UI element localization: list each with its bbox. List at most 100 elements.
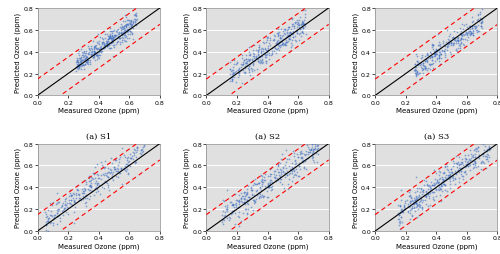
Point xyxy=(100,45,108,49)
Point xyxy=(242,208,250,212)
Point xyxy=(418,189,426,193)
Point xyxy=(288,168,296,172)
Point xyxy=(298,27,306,31)
Point xyxy=(418,188,426,192)
Point xyxy=(477,24,485,28)
Point xyxy=(416,194,424,198)
Point xyxy=(255,181,263,185)
Point xyxy=(272,179,280,183)
Point xyxy=(254,51,262,55)
Point xyxy=(121,14,129,18)
Point xyxy=(274,32,281,36)
Point xyxy=(240,196,248,200)
Point xyxy=(313,147,321,151)
Point xyxy=(266,37,274,41)
Point xyxy=(288,33,296,37)
Point xyxy=(128,23,136,27)
Point xyxy=(289,33,297,37)
Point xyxy=(282,166,290,170)
Point xyxy=(426,185,434,189)
Point xyxy=(248,193,256,197)
Point xyxy=(302,22,310,26)
Point xyxy=(98,48,106,52)
Point xyxy=(290,25,298,29)
Point xyxy=(87,44,95,49)
Point xyxy=(290,169,298,173)
Point xyxy=(121,24,129,28)
Point xyxy=(123,167,131,171)
Point xyxy=(263,37,271,41)
Point xyxy=(282,36,290,40)
Point xyxy=(73,188,81,192)
Point xyxy=(74,194,82,198)
Point xyxy=(124,172,132,176)
Point xyxy=(470,160,478,164)
Point xyxy=(243,201,251,205)
Point xyxy=(454,37,462,41)
Point xyxy=(122,163,130,167)
Point xyxy=(259,48,267,52)
Point xyxy=(94,54,102,58)
Point xyxy=(248,188,256,193)
Point xyxy=(234,67,242,71)
Point xyxy=(458,172,466,176)
Point xyxy=(436,187,444,191)
Point xyxy=(413,186,421,190)
Point xyxy=(90,50,98,54)
Point xyxy=(434,41,442,45)
Point xyxy=(258,55,266,59)
Point xyxy=(272,51,280,55)
Point xyxy=(466,30,474,34)
Point xyxy=(101,36,109,40)
Point xyxy=(103,43,111,47)
Point xyxy=(430,190,438,194)
Point xyxy=(485,147,493,151)
Point xyxy=(124,172,132,176)
Point xyxy=(90,52,98,56)
Point xyxy=(104,167,112,171)
Point xyxy=(413,202,421,206)
Point xyxy=(124,19,132,23)
Point xyxy=(100,30,108,34)
Point xyxy=(240,200,248,204)
Point xyxy=(279,30,287,34)
Point xyxy=(419,72,427,76)
Point xyxy=(132,148,140,152)
Point xyxy=(274,176,281,180)
Point xyxy=(288,168,296,172)
Point xyxy=(96,49,104,53)
Point xyxy=(86,183,94,187)
Point xyxy=(270,39,278,43)
Point xyxy=(94,41,102,45)
Point xyxy=(77,198,85,202)
Point xyxy=(278,152,286,156)
Point xyxy=(274,171,282,175)
Point xyxy=(120,34,128,38)
Point xyxy=(49,221,57,225)
Point xyxy=(430,183,438,187)
Point xyxy=(62,198,70,202)
Point xyxy=(128,33,136,37)
Point xyxy=(447,167,455,171)
Point xyxy=(471,155,479,159)
Point xyxy=(99,166,107,170)
Point xyxy=(406,199,414,203)
Point xyxy=(62,199,70,203)
Point xyxy=(482,166,490,170)
Point xyxy=(280,42,288,46)
Point xyxy=(234,69,242,73)
Point xyxy=(482,150,490,154)
Point xyxy=(463,162,471,166)
Point xyxy=(446,179,454,183)
Point xyxy=(242,61,250,65)
Point xyxy=(446,51,454,55)
Point xyxy=(445,170,453,174)
Point xyxy=(124,29,132,33)
Point xyxy=(296,165,304,169)
Point xyxy=(132,146,140,150)
Point xyxy=(250,200,258,204)
Point xyxy=(250,55,258,59)
X-axis label: Measured Ozone (ppm): Measured Ozone (ppm) xyxy=(396,242,477,249)
Point xyxy=(316,140,324,144)
Text: (a) S3: (a) S3 xyxy=(424,133,449,141)
